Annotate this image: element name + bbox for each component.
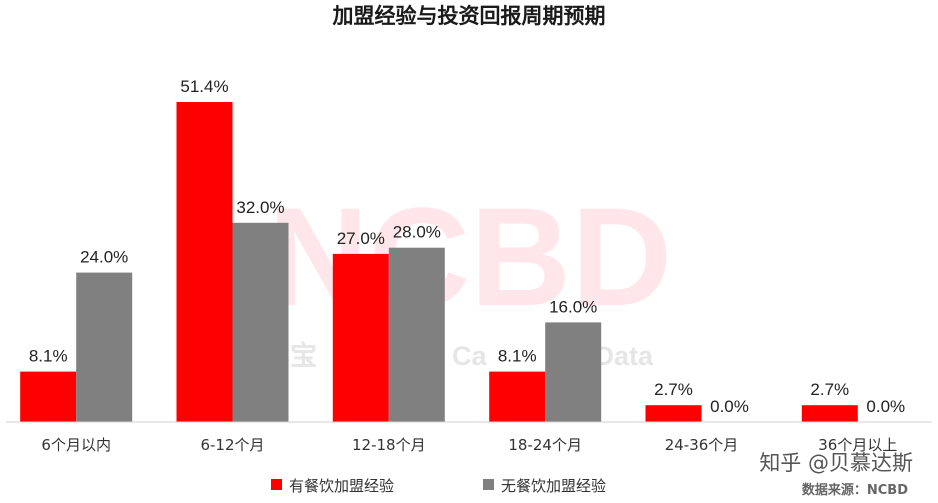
watermark-secondary-left: 宝: [290, 340, 317, 371]
legend: 有餐饮加盟经验 无餐饮加盟经验: [271, 477, 606, 495]
bar-with-experience-2: [176, 102, 233, 422]
data-label-with-experience-6: 2.7%: [810, 380, 849, 399]
legend-label-without-experience: 无餐饮加盟经验: [501, 477, 606, 495]
data-label-with-experience-3: 27.0%: [337, 229, 385, 248]
data-label-with-experience-1: 8.1%: [29, 347, 68, 366]
bar-with-experience-1: [20, 371, 77, 422]
x-tick-label-1: 6个月以内: [41, 436, 111, 454]
x-tick-labels: 6个月以内 6-12个月 12-18个月 18-24个月 24-36个月 36个月以上: [41, 436, 897, 454]
data-label-without-experience-3: 28.0%: [393, 223, 441, 242]
bar-without-experience-2: [232, 222, 289, 422]
bar-with-experience-6: [801, 405, 858, 422]
data-label-with-experience-4: 8.1%: [498, 347, 537, 366]
data-label-without-experience-4: 16.0%: [549, 297, 597, 316]
data-label-without-experience-1: 24.0%: [80, 248, 128, 267]
bar-without-experience-1: [76, 272, 133, 422]
data-label-without-experience-6: 0.0%: [866, 397, 905, 416]
bar-with-experience-5: [645, 405, 702, 422]
data-label-without-experience-5: 0.0%: [710, 397, 749, 416]
data-label-with-experience-2: 51.4%: [180, 77, 228, 96]
data-label-with-experience-5: 2.7%: [654, 380, 693, 399]
legend-swatch-with-experience: [271, 479, 282, 490]
x-tick-label-5: 24-36个月: [665, 436, 739, 454]
source-note: 数据来源：NCBD: [802, 482, 908, 498]
x-tick-label-6: 36个月以上: [818, 436, 897, 454]
legend-label-with-experience: 有餐饮加盟经验: [289, 477, 394, 495]
x-tick-label-4: 18-24个月: [508, 436, 582, 454]
value-labels-group: 8.1% 24.0% 51.4% 32.0% 27.0% 28.0% 8.1% 16.0% 2.…: [29, 77, 905, 416]
bar-with-experience-3: [332, 253, 389, 422]
data-label-without-experience-2: 32.0%: [236, 198, 284, 217]
watermark-platform: 知乎 @贝慕达斯: [759, 451, 913, 475]
legend-swatch-without-experience: [483, 479, 494, 490]
bar-without-experience-4: [545, 322, 602, 422]
chart-title: 加盟经验与投资回报周期预期: [332, 4, 606, 28]
watermark-layer: NCBD 宝 Ca ng Data: [268, 178, 672, 371]
bars-group: [20, 102, 858, 422]
bar-without-experience-3: [388, 247, 445, 422]
x-tick-label-3: 12-18个月: [352, 436, 426, 454]
bar-with-experience-4: [489, 371, 546, 422]
watermark-brand: NCBD: [268, 178, 672, 335]
x-tick-label-2: 6-12个月: [200, 436, 264, 454]
